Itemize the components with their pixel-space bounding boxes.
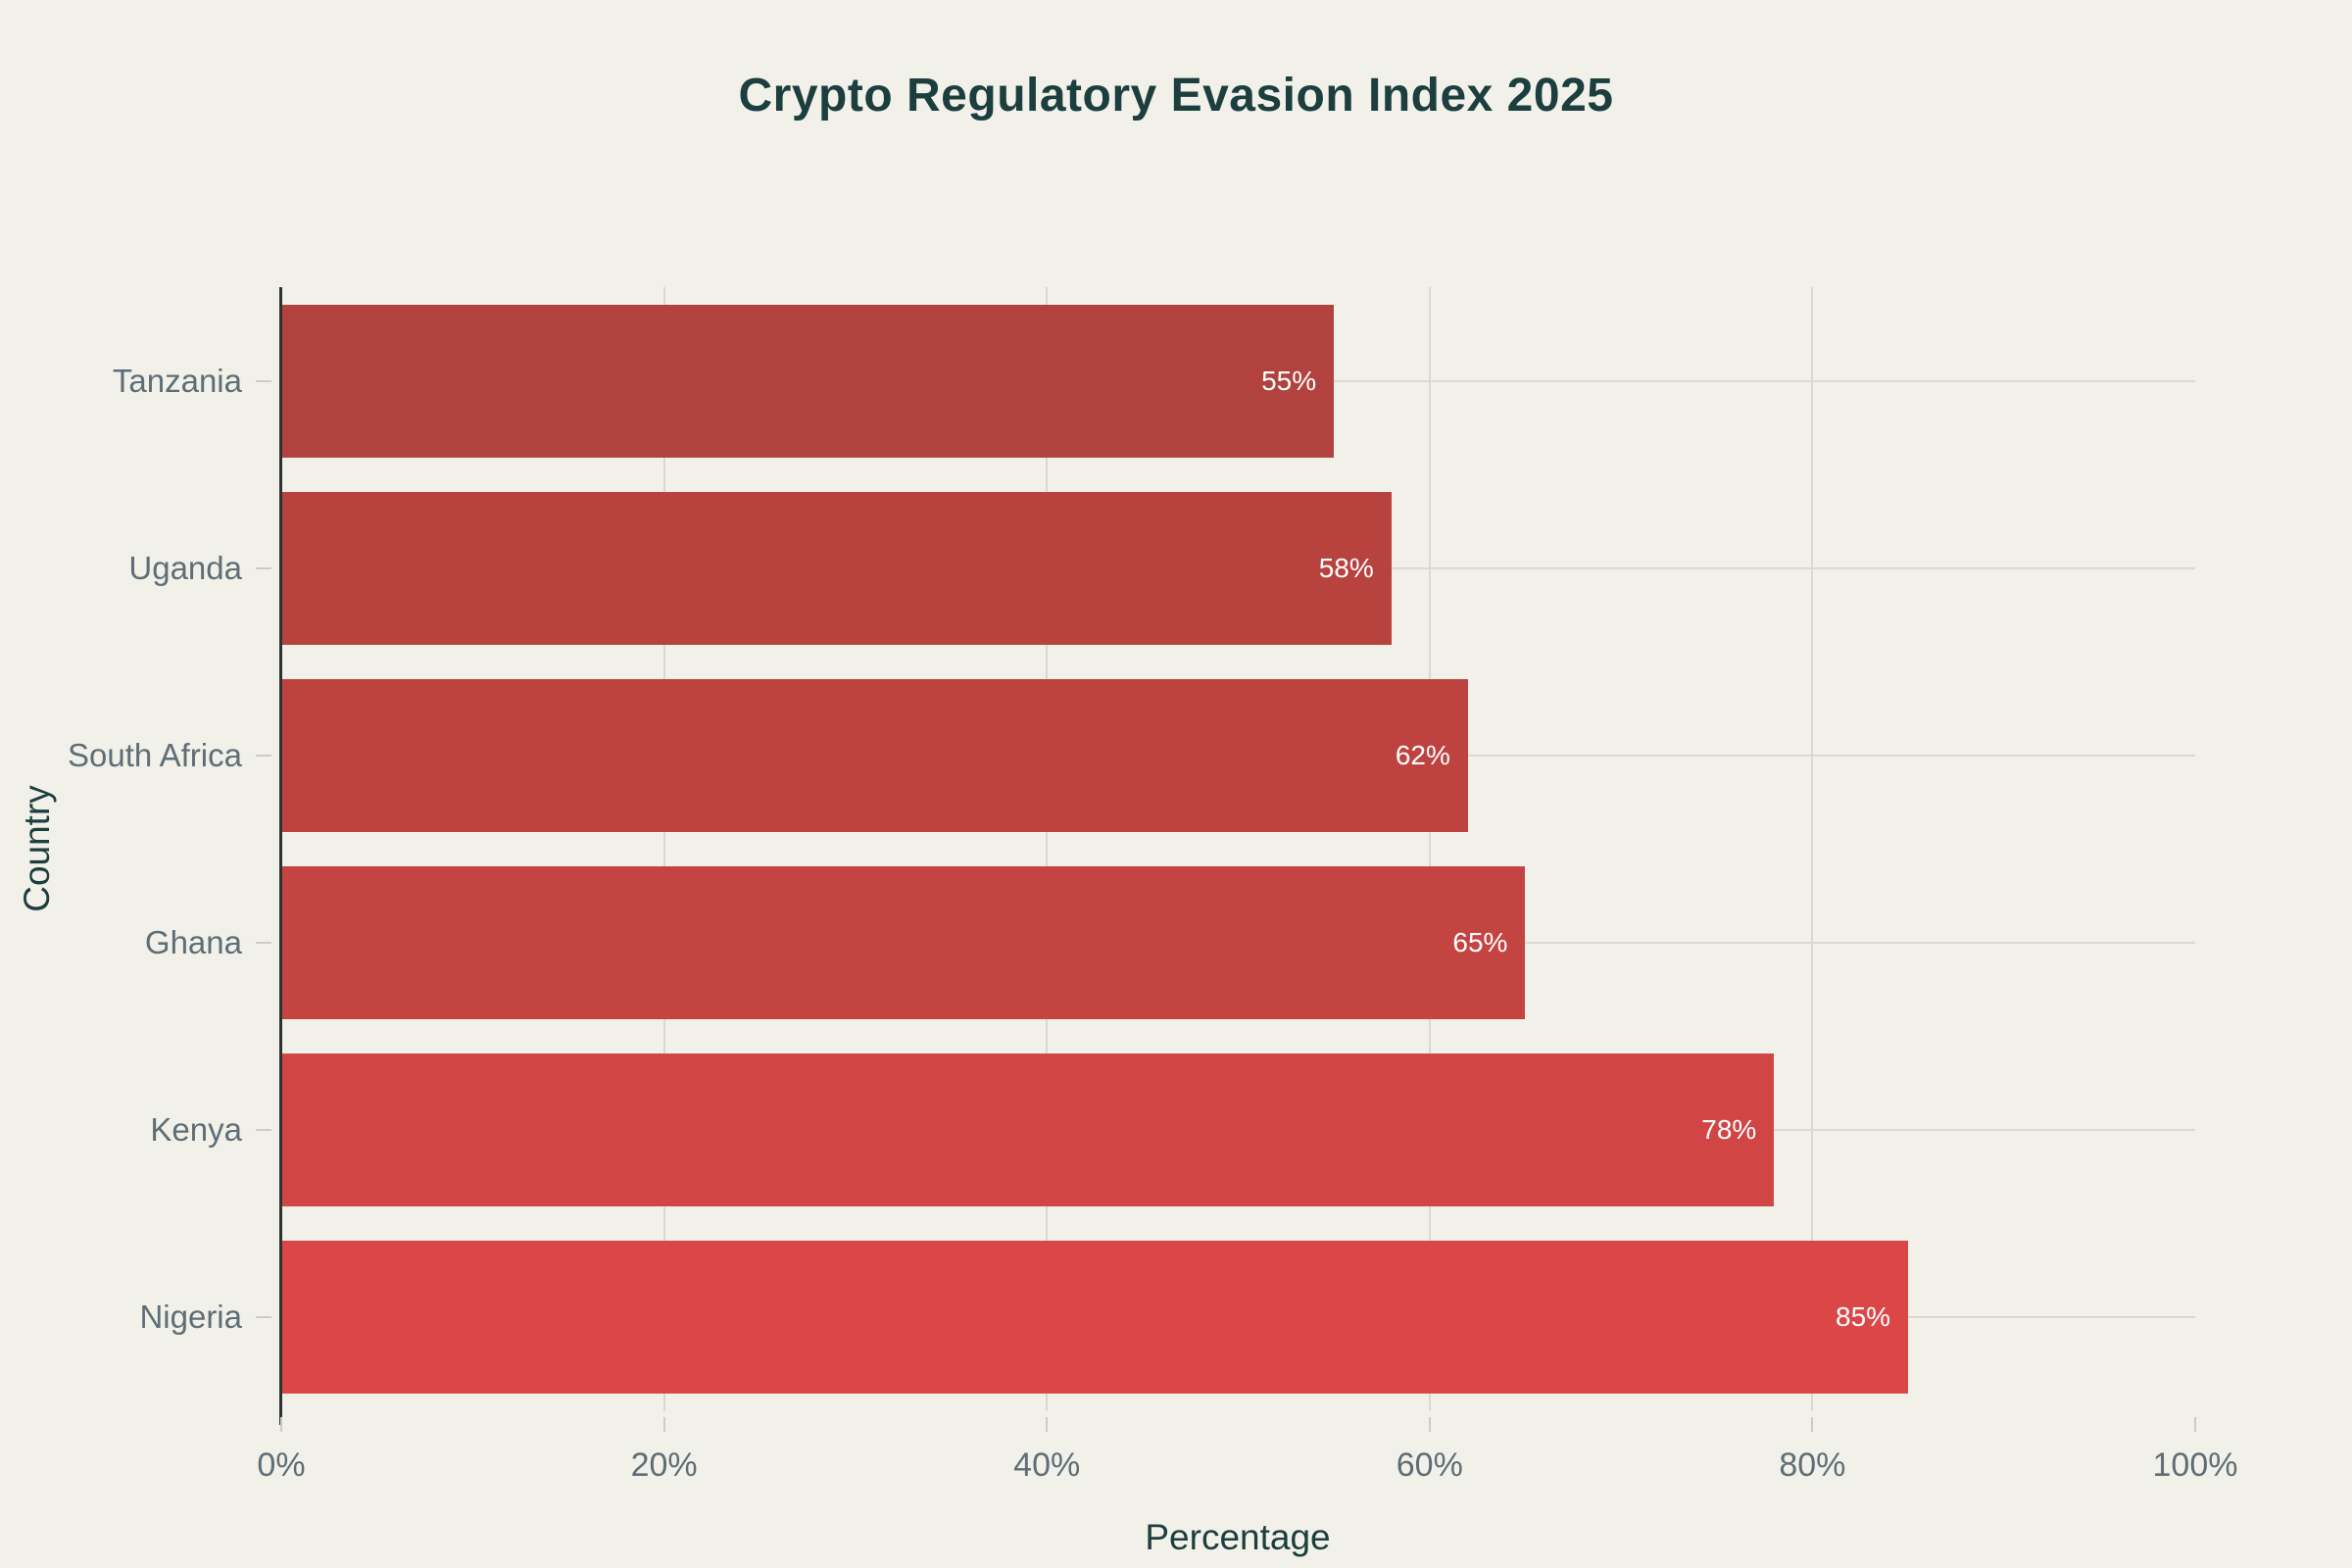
value-label: 85% bbox=[1836, 1301, 1891, 1333]
y-tick-mark bbox=[256, 1129, 271, 1132]
bar: 65% bbox=[281, 866, 1526, 1020]
y-axis-line bbox=[279, 287, 282, 1425]
x-tick-mark bbox=[1428, 1417, 1431, 1432]
category-label: Kenya bbox=[150, 1111, 242, 1149]
v-gridline bbox=[662, 287, 665, 1411]
x-tick-label: 40% bbox=[1013, 1446, 1081, 1484]
y-tick-mark bbox=[256, 1316, 271, 1319]
bar: 62% bbox=[281, 678, 1468, 832]
v-gridline bbox=[1811, 287, 1814, 1411]
value-label: 62% bbox=[1395, 739, 1450, 770]
bar: 78% bbox=[281, 1054, 1775, 1207]
x-axis-title: Percentage bbox=[1145, 1517, 1331, 1557]
y-axis-title: Country bbox=[17, 785, 57, 912]
y-tick-mark bbox=[256, 754, 271, 757]
x-tick-mark bbox=[2194, 1417, 2196, 1432]
y-tick-mark bbox=[256, 379, 271, 382]
x-tick-label: 0% bbox=[257, 1446, 306, 1484]
category-label: Nigeria bbox=[139, 1298, 242, 1336]
x-tick-mark bbox=[1811, 1417, 1814, 1432]
y-tick-mark bbox=[256, 942, 271, 945]
x-tick-label: 60% bbox=[1396, 1446, 1463, 1484]
category-label: Uganda bbox=[128, 549, 242, 586]
chart-title: Crypto Regulatory Evasion Index 2025 bbox=[738, 70, 1614, 122]
v-gridline bbox=[1046, 287, 1049, 1411]
value-label: 55% bbox=[1261, 365, 1317, 396]
category-label: Ghana bbox=[144, 924, 242, 961]
y-tick-mark bbox=[256, 566, 271, 569]
x-tick-mark bbox=[280, 1417, 282, 1432]
value-label: 58% bbox=[1318, 552, 1374, 583]
x-tick-label: 80% bbox=[1779, 1446, 1846, 1484]
bar: 58% bbox=[281, 491, 1392, 645]
x-tick-label: 20% bbox=[630, 1446, 698, 1484]
bar: 55% bbox=[281, 304, 1335, 458]
plot-area: 55% 58% 62% 65% 78% 85% Tanzania Uganda South Af… bbox=[68, 287, 2237, 1484]
category-label: South Africa bbox=[68, 736, 242, 773]
value-label: 65% bbox=[1452, 927, 1508, 958]
x-tick-mark bbox=[1046, 1417, 1049, 1432]
category-label: Tanzania bbox=[112, 362, 242, 399]
bar: 85% bbox=[281, 1241, 1909, 1395]
v-gridline bbox=[1428, 287, 1431, 1411]
value-label: 78% bbox=[1701, 1114, 1757, 1146]
x-tick-mark bbox=[662, 1417, 665, 1432]
x-tick-label: 100% bbox=[2152, 1446, 2238, 1484]
